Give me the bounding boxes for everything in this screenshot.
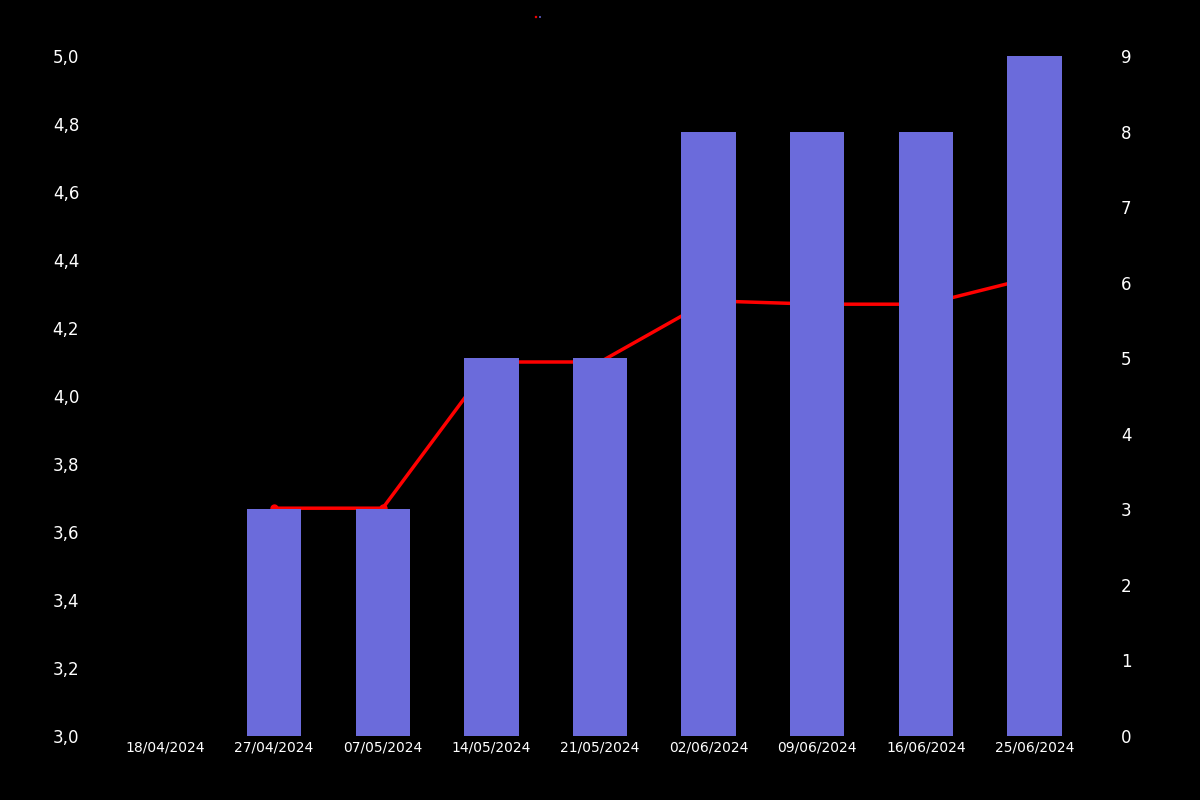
Bar: [572, 358, 628, 736]
Bar: [247, 510, 301, 736]
Legend: , : ,: [535, 16, 541, 17]
Bar: [355, 510, 410, 736]
Bar: [790, 131, 845, 736]
Bar: [899, 131, 953, 736]
Bar: [682, 131, 736, 736]
Bar: [1007, 56, 1062, 736]
Bar: [464, 358, 518, 736]
